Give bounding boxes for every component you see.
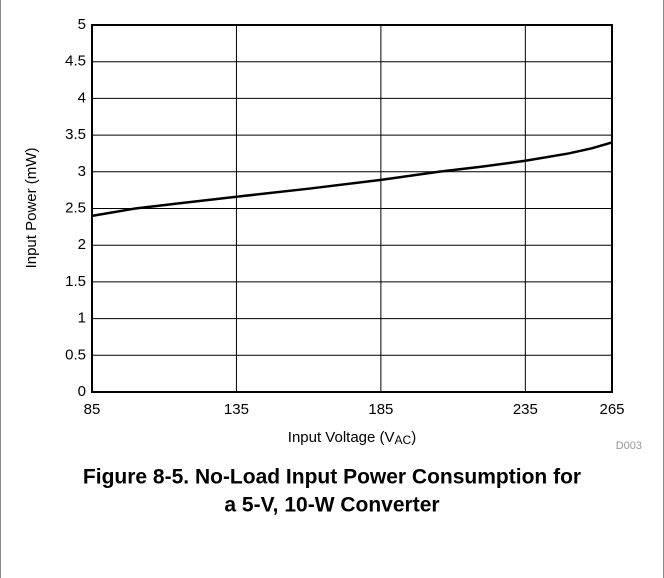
x-tick-label: 85 xyxy=(84,401,101,418)
x-axis-label-main: Input Voltage (V xyxy=(288,429,395,446)
x-tick-label: 265 xyxy=(599,401,624,418)
y-tick-label: 5 xyxy=(78,16,86,33)
x-axis-label: Input Voltage (VAC) xyxy=(288,429,416,447)
y-tick-label: 2.5 xyxy=(65,199,86,216)
plot-border xyxy=(91,24,613,393)
y-tick-label: 3 xyxy=(78,163,86,180)
note: D003 xyxy=(616,440,642,452)
y-axis-label: Input Power (mW) xyxy=(23,148,40,269)
y-tick-label: 3.5 xyxy=(65,126,86,143)
y-tick-label: 2 xyxy=(78,236,86,253)
y-tick-label: 0.5 xyxy=(65,346,86,363)
y-tick-label: 0 xyxy=(78,383,86,400)
x-axis-label-sub: AC xyxy=(395,433,412,447)
y-tick-label: 4 xyxy=(78,89,86,106)
x-tick-label: 235 xyxy=(513,401,538,418)
x-tick-label: 185 xyxy=(368,401,393,418)
x-axis-label-tail: ) xyxy=(411,429,416,446)
y-tick-label: 1 xyxy=(78,310,86,327)
y-tick-label: 1.5 xyxy=(65,273,86,290)
caption-line: Figure 8-5. No-Load Input Power Consumpt… xyxy=(83,466,581,489)
data-line xyxy=(91,141,613,218)
caption-line: a 5-V, 10-W Converter xyxy=(224,494,439,517)
y-tick-label: 4.5 xyxy=(65,53,86,70)
x-tick-label: 135 xyxy=(224,401,249,418)
